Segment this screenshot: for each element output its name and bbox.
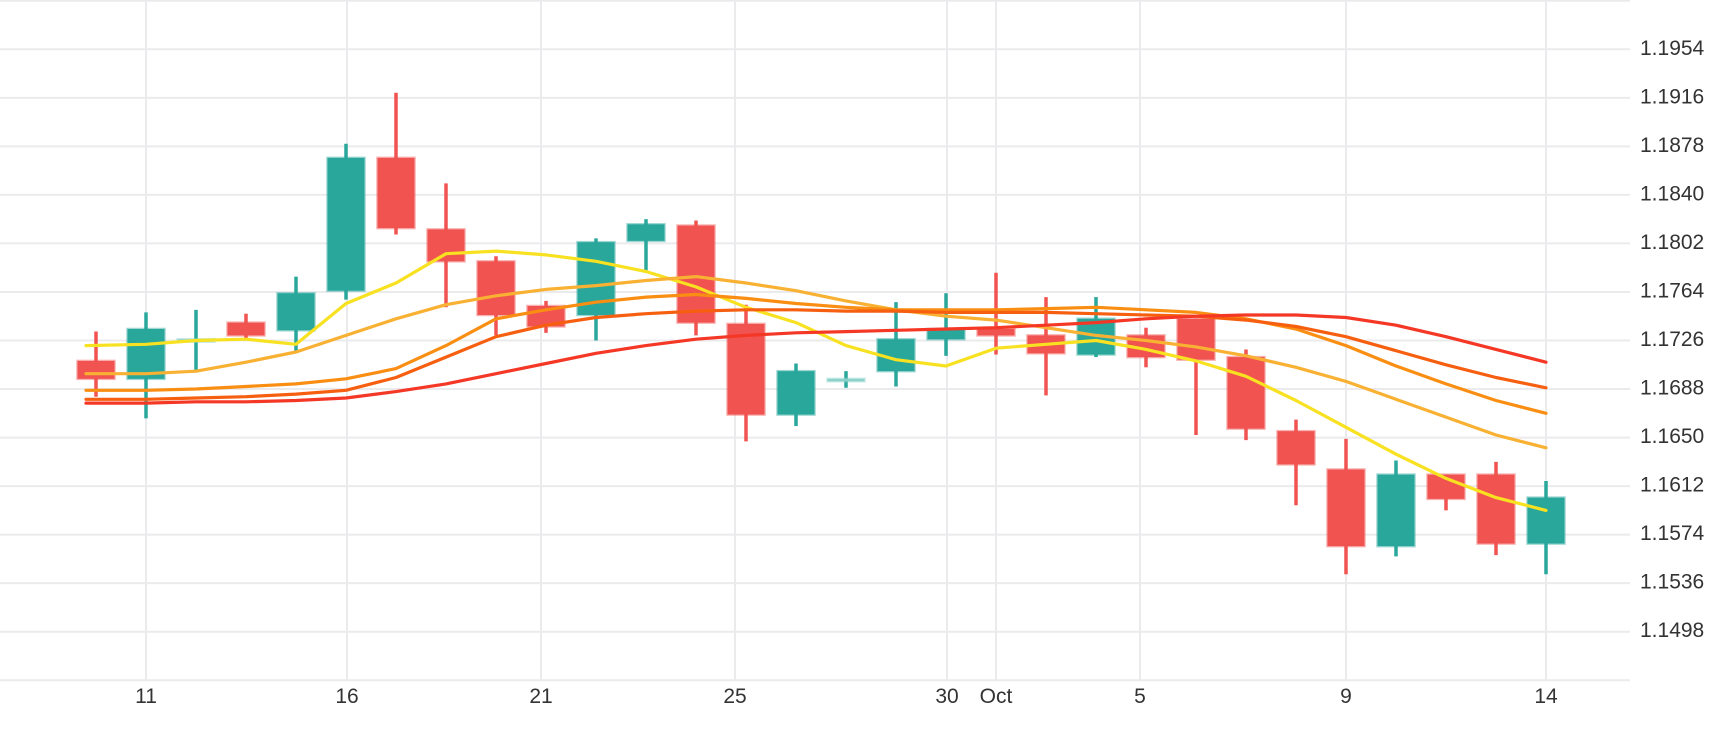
candle-body: [826, 377, 866, 383]
y-axis-tick-label: 1.1916: [1640, 85, 1704, 108]
candle-body: [76, 359, 116, 381]
candle-body: [1276, 429, 1316, 466]
candle-body: [1326, 468, 1366, 548]
candle-body: [1226, 355, 1266, 430]
y-axis-tick-label: 1.1574: [1640, 522, 1705, 545]
ma-fast-yellow-line: [84, 249, 1548, 512]
x-axis-tick-label: 14: [1534, 685, 1558, 708]
candle-body: [226, 321, 266, 337]
y-axis-tick-label: 1.1612: [1640, 474, 1704, 497]
y-axis-tick-label: 1.1688: [1640, 377, 1704, 400]
x-axis-tick-label: 11: [135, 685, 157, 708]
candle-body: [626, 223, 666, 243]
y-axis-tick-label: 1.1840: [1640, 182, 1704, 205]
x-axis-tick-label: Oct: [980, 685, 1013, 708]
candle-body: [126, 327, 166, 381]
y-axis-tick-label: 1.1726: [1640, 328, 1704, 351]
candle-body: [326, 156, 366, 292]
ma-gold-line: [84, 275, 1548, 450]
candle-body: [376, 156, 416, 230]
y-axis-tick-label: 1.1498: [1640, 619, 1704, 642]
ma-dark-orange-line: [84, 308, 1548, 401]
y-axis-tick-label: 1.1536: [1640, 571, 1704, 594]
ma-orange-line: [84, 292, 1548, 415]
x-axis-tick-label: 16: [335, 685, 358, 708]
candle-body: [726, 322, 766, 416]
candle-body: [776, 369, 816, 416]
x-axis-tick-label: 30: [935, 685, 958, 708]
candle-body: [1526, 496, 1566, 545]
candle-body: [976, 327, 1016, 337]
y-axis-tick-label: 1.1802: [1640, 231, 1704, 254]
x-axis-tick-label: 21: [529, 685, 552, 708]
ma-slow-red-line: [84, 313, 1548, 405]
y-axis-tick-label: 1.1954: [1640, 37, 1705, 60]
y-axis-tick-label: 1.1764: [1640, 280, 1705, 303]
candle-body: [1476, 473, 1516, 545]
x-axis-tick-label: 9: [1340, 685, 1352, 708]
candle-body: [476, 260, 516, 317]
candle-body: [676, 224, 716, 324]
candle-body: [1376, 473, 1416, 548]
y-axis-tick-label: 1.1650: [1640, 425, 1704, 448]
x-axis-tick-label: 25: [723, 685, 746, 708]
candle-body: [1176, 317, 1216, 361]
candle-body: [276, 291, 316, 332]
x-axis-tick-label: 5: [1134, 685, 1146, 708]
candle-body: [426, 228, 466, 263]
y-axis-tick-label: 1.1878: [1640, 134, 1704, 157]
